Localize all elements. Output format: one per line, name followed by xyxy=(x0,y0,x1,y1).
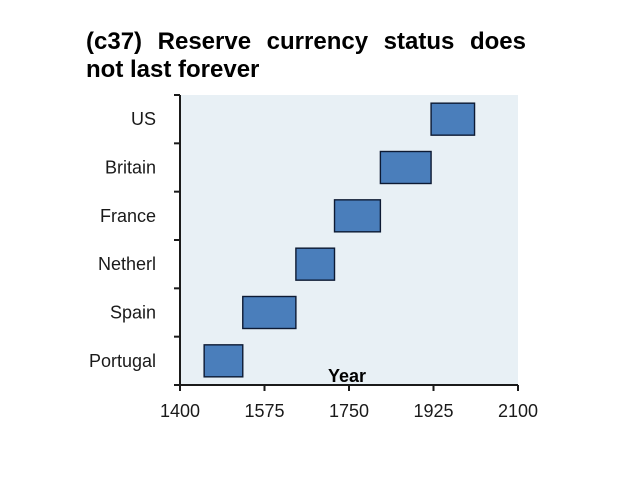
bar-britain xyxy=(379,150,432,185)
chart-title: (c37) Reserve currency status does not l… xyxy=(86,28,526,83)
y-tick-label-us: US xyxy=(131,109,156,129)
bar-portugal xyxy=(203,344,244,378)
bar-spain xyxy=(242,295,297,330)
y-tick-label-britain: Britain xyxy=(105,158,156,178)
y-tick-label-france: France xyxy=(100,206,156,226)
x-tick-label-1750: 1750 xyxy=(329,401,369,421)
x-tick-label-1925: 1925 xyxy=(413,401,453,421)
x-tick-label-1575: 1575 xyxy=(244,401,284,421)
labels-layer: Portugal Spain Netherl France Britain US 1400 1… xyxy=(89,109,538,421)
y-tick-label-portugal: Portugal xyxy=(89,351,156,371)
plot-background xyxy=(180,95,518,385)
y-tick-label-netherl: Netherl xyxy=(98,254,156,274)
bar-france xyxy=(333,199,382,233)
x-tick-label-1400: 1400 xyxy=(160,401,200,421)
axis-layer xyxy=(174,94,519,391)
bar-us xyxy=(430,102,476,136)
x-axis-title: Year xyxy=(328,366,366,386)
bars-layer xyxy=(203,102,476,378)
x-tick-label-2100: 2100 xyxy=(498,401,538,421)
y-tick-label-spain: Spain xyxy=(110,303,156,323)
bar-netherl xyxy=(295,247,336,281)
